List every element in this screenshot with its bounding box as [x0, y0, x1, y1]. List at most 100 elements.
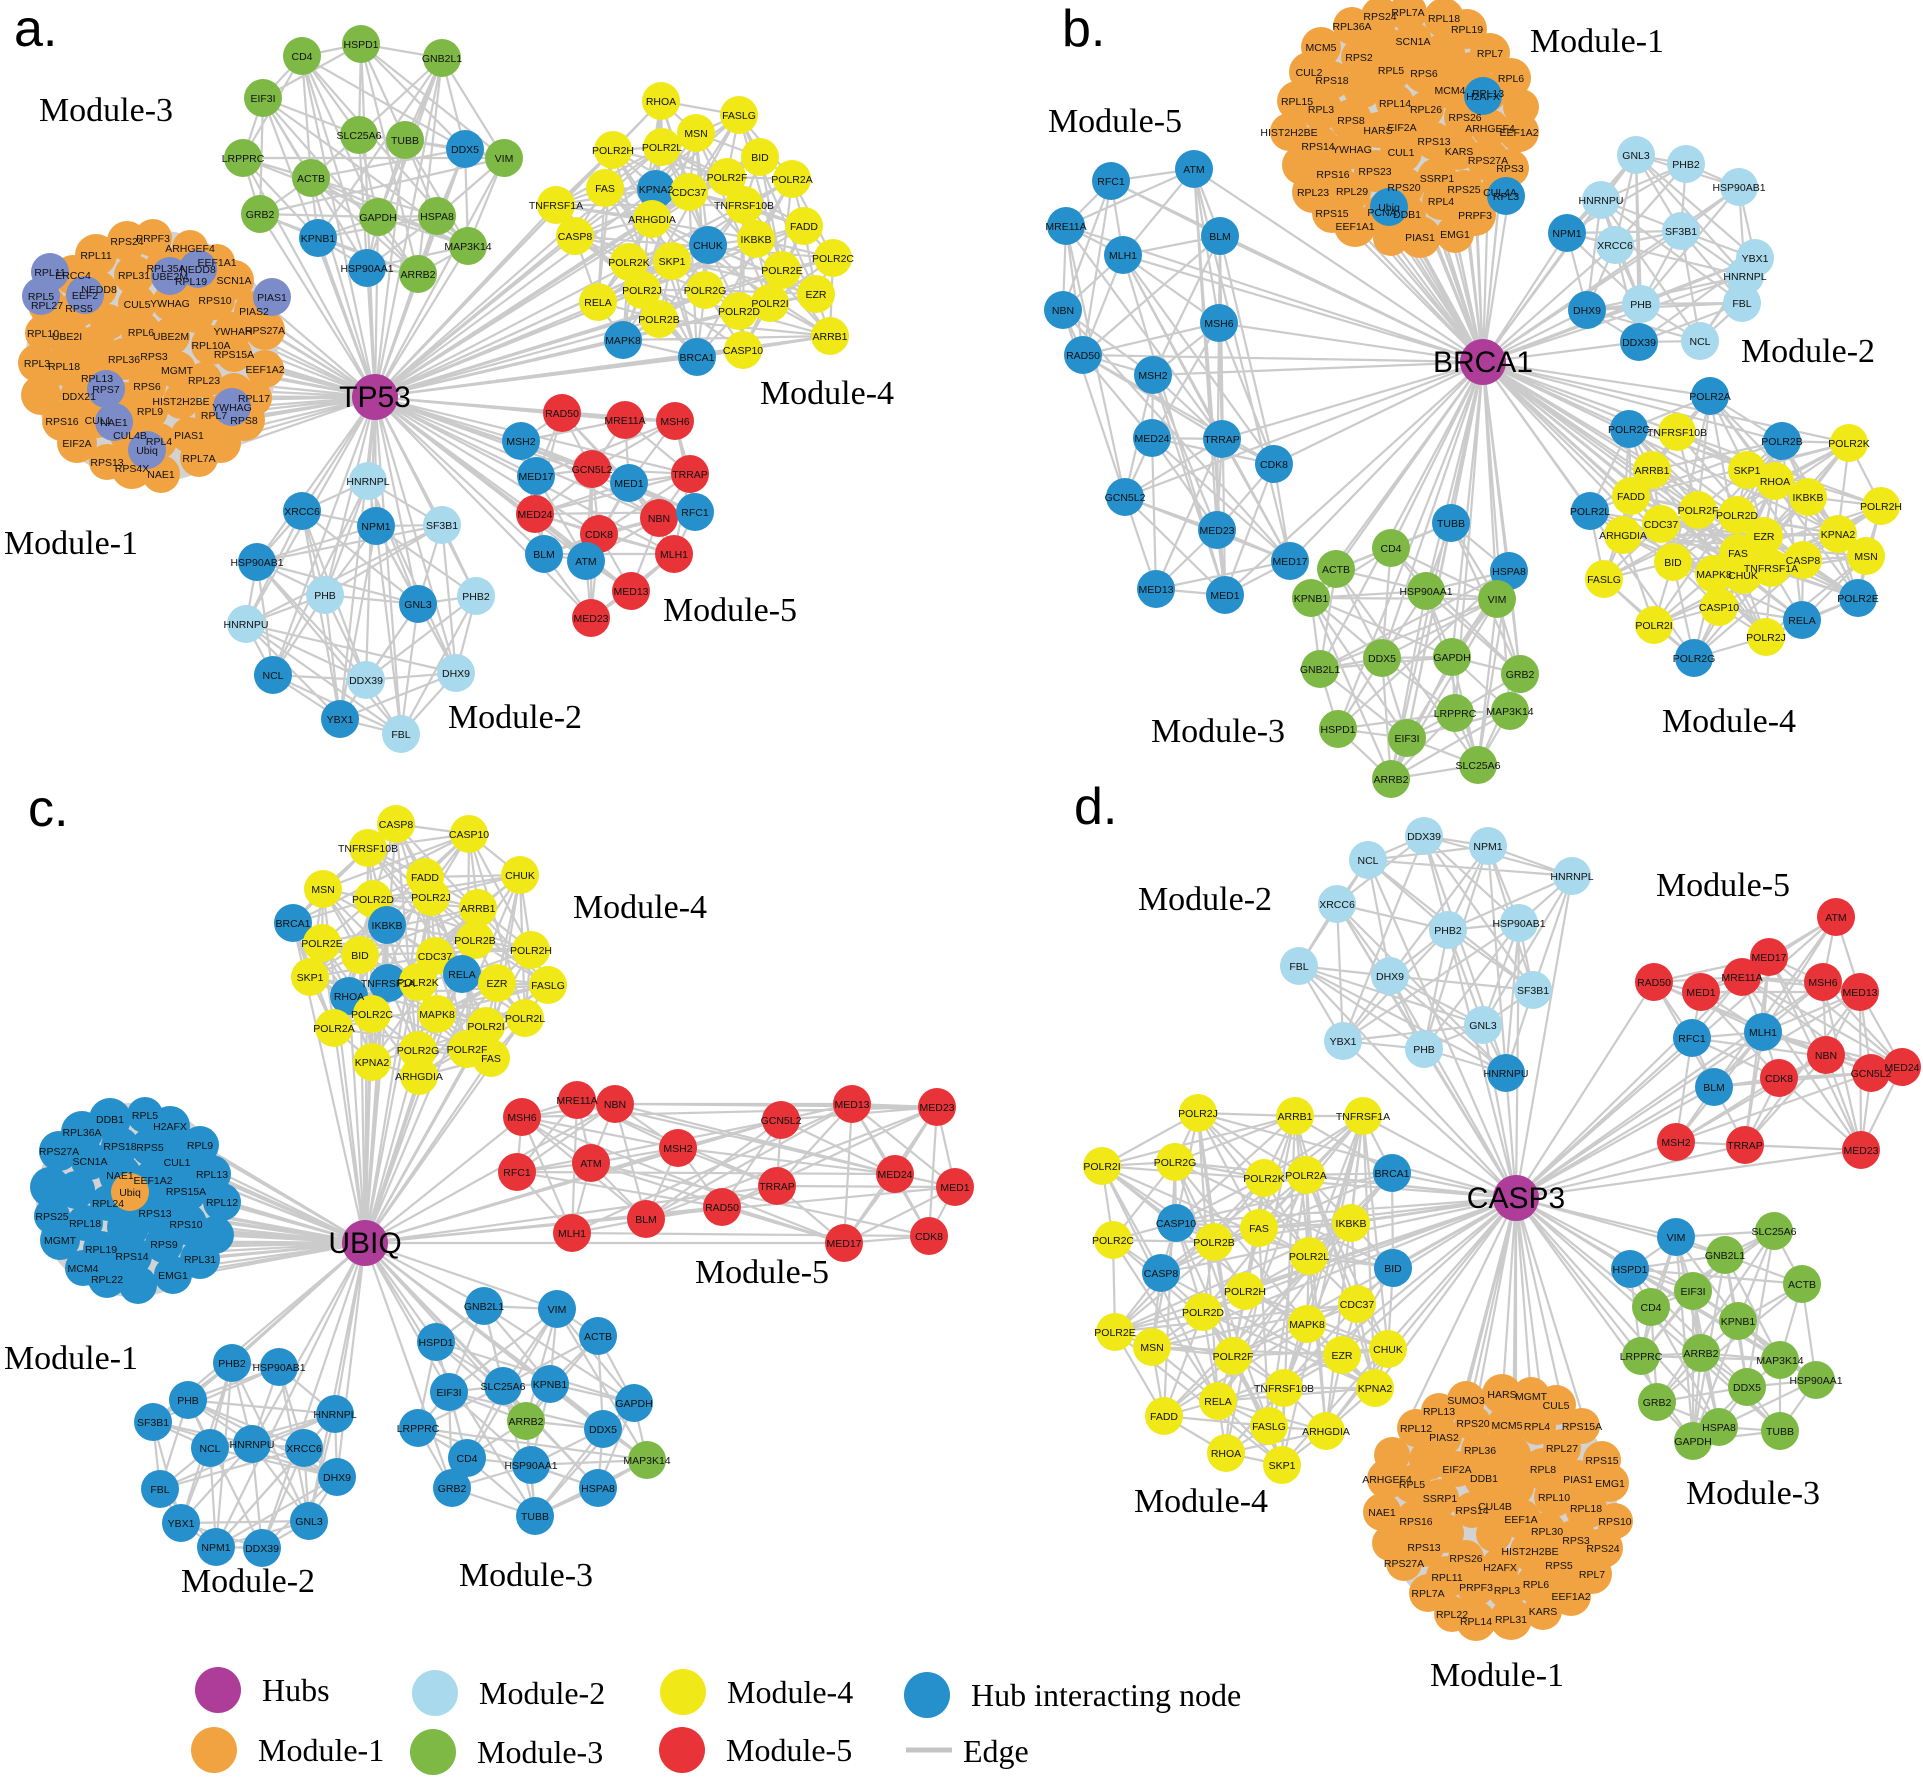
- svg-text:RPS7: RPS7: [92, 384, 120, 396]
- svg-text:KPNB1: KPNB1: [1294, 593, 1329, 605]
- svg-text:MAPK8: MAPK8: [419, 1009, 455, 1021]
- svg-text:MSH2: MSH2: [506, 436, 535, 448]
- svg-text:RPS15A: RPS15A: [1562, 1421, 1602, 1433]
- svg-text:RPS13: RPS13: [1407, 1542, 1440, 1554]
- svg-text:TUBB: TUBB: [1437, 518, 1465, 530]
- svg-text:PRPF3: PRPF3: [136, 233, 170, 245]
- svg-text:GRB2: GRB2: [1506, 669, 1535, 681]
- svg-text:POLR2I: POLR2I: [467, 1021, 504, 1033]
- svg-text:POLR2K: POLR2K: [1243, 1173, 1284, 1185]
- svg-text:EEF2: EEF2: [72, 290, 98, 302]
- svg-text:FAS: FAS: [481, 1053, 501, 1065]
- svg-text:IKBKB: IKBKB: [741, 234, 772, 246]
- svg-text:POLR2E: POLR2E: [1837, 593, 1878, 605]
- svg-text:HIST2H2BE: HIST2H2BE: [1260, 127, 1317, 139]
- svg-text:FAS: FAS: [1249, 1223, 1269, 1235]
- svg-text:RFC1: RFC1: [1678, 1033, 1706, 1045]
- svg-text:MED13: MED13: [1138, 584, 1173, 596]
- svg-text:EZR: EZR: [1754, 531, 1775, 543]
- svg-text:ARRB2: ARRB2: [1373, 774, 1408, 786]
- svg-text:Module-2: Module-2: [448, 699, 582, 736]
- svg-text:Ubiq: Ubiq: [136, 445, 158, 457]
- svg-text:RPL17: RPL17: [238, 393, 270, 405]
- svg-text:KPNA2: KPNA2: [1821, 529, 1856, 541]
- svg-text:GAPDH: GAPDH: [359, 212, 396, 224]
- svg-text:POLR2L: POLR2L: [1570, 506, 1610, 518]
- svg-text:POLR2I: POLR2I: [1083, 1161, 1120, 1173]
- svg-text:RPL36A: RPL36A: [62, 1127, 101, 1139]
- svg-text:HNRNPU: HNRNPU: [224, 619, 269, 631]
- svg-text:CDC37: CDC37: [1644, 519, 1679, 531]
- svg-text:FASLG: FASLG: [531, 980, 565, 992]
- svg-text:MED24: MED24: [1884, 1062, 1919, 1074]
- svg-text:RPS3: RPS3: [1562, 1535, 1590, 1547]
- svg-text:BRCA1: BRCA1: [1374, 1168, 1409, 1180]
- svg-text:GNB2L1: GNB2L1: [464, 1301, 504, 1313]
- svg-text:RPS26: RPS26: [1449, 1553, 1482, 1565]
- svg-text:SLC25A6: SLC25A6: [337, 130, 382, 142]
- svg-text:RPS27A: RPS27A: [1384, 1558, 1424, 1570]
- svg-text:RPL26: RPL26: [1410, 104, 1442, 116]
- svg-text:RELA: RELA: [448, 969, 475, 981]
- svg-text:RFC1: RFC1: [1097, 176, 1125, 188]
- svg-text:RPS6: RPS6: [1410, 68, 1438, 80]
- svg-text:MAP3K14: MAP3K14: [444, 241, 491, 253]
- svg-text:MSN: MSN: [1140, 1342, 1163, 1354]
- svg-text:HSPA8: HSPA8: [1702, 1422, 1736, 1434]
- svg-text:ARHGDIA: ARHGDIA: [628, 214, 676, 226]
- svg-text:RPL11: RPL11: [34, 267, 65, 279]
- svg-text:UBE2M: UBE2M: [152, 271, 188, 283]
- svg-text:POLR2I: POLR2I: [1635, 620, 1672, 632]
- svg-text:KARS: KARS: [1445, 146, 1474, 158]
- svg-text:EZR: EZR: [1332, 1350, 1353, 1362]
- svg-text:RELA: RELA: [1204, 1396, 1231, 1408]
- svg-text:DHX9: DHX9: [1376, 971, 1404, 983]
- svg-text:RPL13: RPL13: [1423, 1406, 1455, 1418]
- svg-text:EEF1A1: EEF1A1: [1335, 221, 1374, 233]
- svg-text:IKBKB: IKBKB: [372, 920, 403, 932]
- svg-text:YWHAG: YWHAG: [1332, 144, 1372, 156]
- svg-text:MSN: MSN: [311, 884, 334, 896]
- svg-text:POLR2C: POLR2C: [812, 253, 854, 265]
- svg-text:ARHGEF4: ARHGEF4: [165, 243, 215, 255]
- svg-text:CHUK: CHUK: [693, 240, 723, 252]
- svg-text:PHB: PHB: [1630, 299, 1652, 311]
- svg-text:POLR2F: POLR2F: [447, 1044, 488, 1056]
- svg-text:CHUK: CHUK: [505, 870, 535, 882]
- svg-text:YWHAH: YWHAH: [213, 326, 252, 338]
- svg-text:MED1: MED1: [1686, 987, 1715, 999]
- svg-text:PIAS1: PIAS1: [1405, 232, 1435, 244]
- svg-text:MGMT: MGMT: [1515, 1391, 1548, 1403]
- svg-text:RPS18: RPS18: [1315, 75, 1348, 87]
- svg-text:d.: d.: [1074, 778, 1117, 836]
- svg-text:RPS24: RPS24: [1363, 11, 1396, 23]
- svg-text:CDC37: CDC37: [1340, 1299, 1375, 1311]
- svg-text:RHOA: RHOA: [1760, 476, 1790, 488]
- svg-text:ARHGEF4: ARHGEF4: [1362, 1474, 1412, 1486]
- svg-text:GRB2: GRB2: [1643, 1397, 1672, 1409]
- svg-text:Module-4: Module-4: [573, 889, 707, 926]
- svg-text:CASP10: CASP10: [723, 345, 763, 357]
- svg-text:MED17: MED17: [826, 1238, 861, 1250]
- svg-text:RPL6: RPL6: [1498, 73, 1524, 85]
- svg-text:POLR2L: POLR2L: [505, 1013, 545, 1025]
- svg-text:POLR2H: POLR2H: [1860, 501, 1902, 513]
- svg-text:CASP10: CASP10: [449, 829, 489, 841]
- svg-text:KPNA2: KPNA2: [639, 184, 674, 196]
- svg-text:KPNB1: KPNB1: [1721, 1316, 1756, 1328]
- svg-text:CUL1: CUL1: [164, 1157, 191, 1169]
- svg-text:TNFRSF1A: TNFRSF1A: [529, 200, 583, 212]
- svg-text:RPS14: RPS14: [1301, 141, 1334, 153]
- svg-text:CDK8: CDK8: [1260, 459, 1288, 471]
- svg-text:DDX39: DDX39: [1622, 337, 1656, 349]
- svg-text:POLR2G: POLR2G: [397, 1045, 440, 1057]
- svg-text:NBN: NBN: [1052, 305, 1074, 317]
- svg-text:GNL3: GNL3: [404, 599, 432, 611]
- svg-text:MED1: MED1: [1210, 590, 1239, 602]
- svg-text:BLM: BLM: [1209, 231, 1231, 243]
- svg-text:MED17: MED17: [1272, 556, 1307, 568]
- svg-text:RPL24: RPL24: [92, 1198, 124, 1210]
- svg-text:NPM1: NPM1: [201, 1542, 230, 1554]
- svg-text:RPL7A: RPL7A: [182, 453, 215, 465]
- svg-text:RPL19: RPL19: [175, 276, 207, 288]
